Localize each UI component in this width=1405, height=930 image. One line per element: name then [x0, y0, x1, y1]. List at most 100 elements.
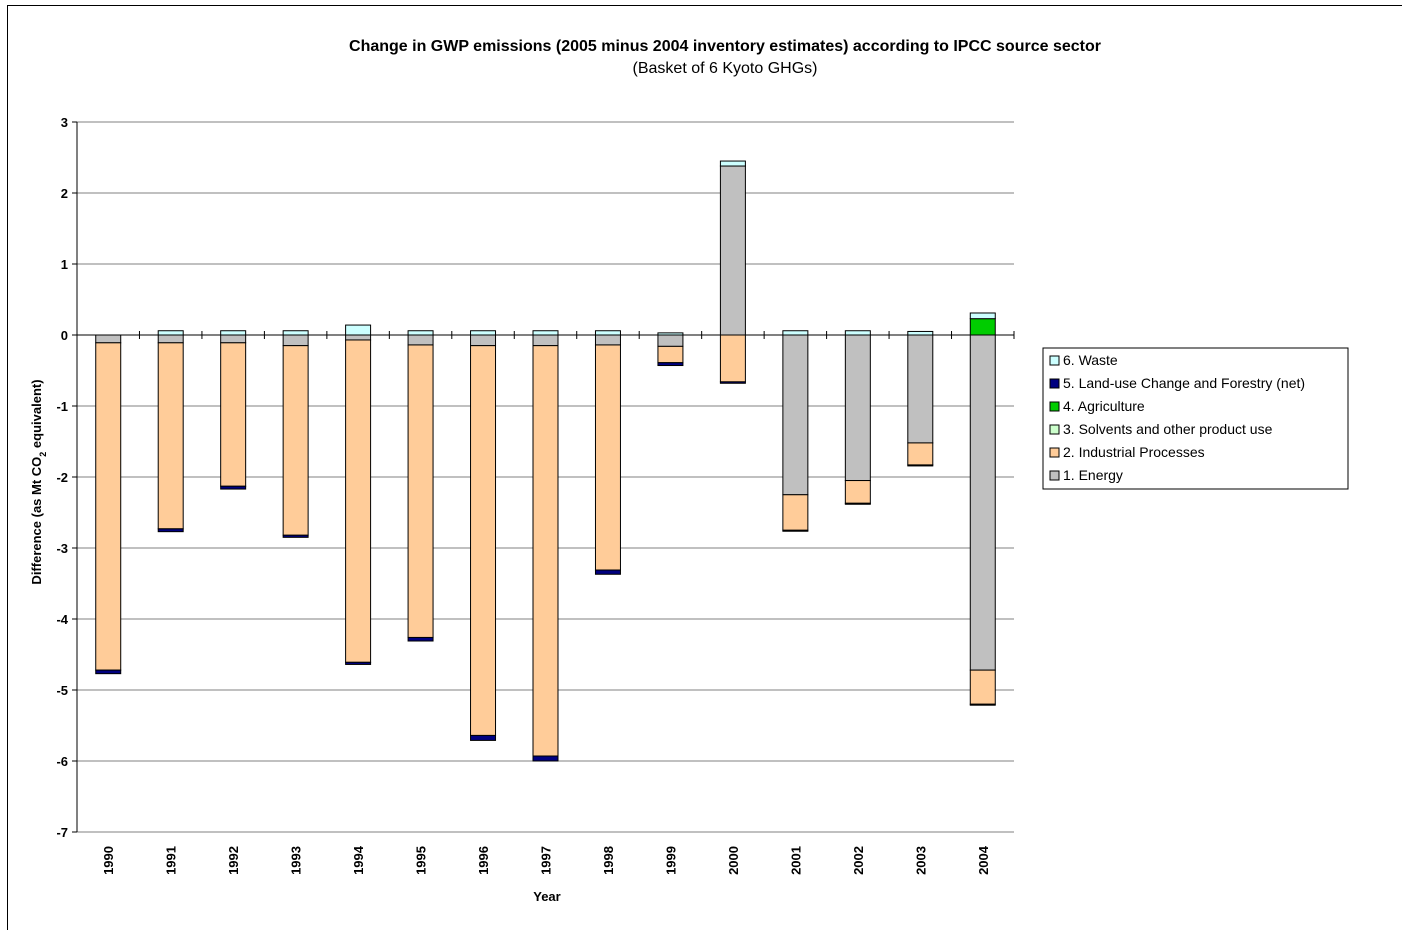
bar-segment	[594, 334, 621, 346]
bar-segment	[719, 381, 746, 384]
bar-segment	[907, 442, 934, 466]
bar-segment	[95, 342, 122, 671]
legend-swatch	[1049, 447, 1060, 458]
legend-swatch	[1049, 378, 1060, 389]
bar-segment	[470, 334, 497, 347]
y-tick-label: -6	[56, 754, 68, 769]
bar-segment	[282, 345, 309, 536]
legend-label: 4. Agriculture	[1063, 398, 1145, 414]
chart-frame: Change in GWP emissions (2005 minus 2004…	[7, 5, 1402, 930]
y-tick-label: 0	[61, 328, 68, 343]
y-tick-label: -5	[56, 683, 68, 698]
x-tick-label: 1992	[226, 846, 241, 875]
x-tick-label: 2000	[726, 846, 741, 875]
bar-segment	[345, 661, 372, 665]
bar-segment	[969, 703, 996, 706]
bar-segment	[282, 330, 309, 336]
bar-segment	[282, 534, 309, 538]
x-tick-label: 1995	[414, 846, 429, 875]
bar-segment	[594, 344, 621, 571]
y-axis-title-subscript: 2	[38, 452, 48, 457]
bar-segment	[407, 344, 434, 638]
y-tick-label: 1	[61, 257, 68, 272]
bar-segment	[407, 330, 434, 336]
y-tick-label: -1	[56, 399, 68, 414]
bar-segment	[470, 345, 497, 736]
x-tick-label: 1999	[663, 846, 678, 875]
bar-segment	[594, 330, 621, 336]
y-tick-label: -3	[56, 541, 68, 556]
x-tick-label: 1998	[601, 846, 616, 875]
y-tick-label: -2	[56, 470, 68, 485]
bar-segment	[969, 669, 996, 705]
bar-segment	[969, 318, 996, 336]
bar-segment	[907, 334, 934, 444]
bar-segment	[719, 334, 746, 383]
bar-segment	[532, 334, 559, 347]
y-axis-title-suffix: equivalent)	[29, 379, 44, 451]
chart-subtitle: (Basket of 6 Kyoto GHGs)	[633, 60, 818, 77]
x-tick-label: 2001	[788, 846, 803, 875]
legend-label: 2. Industrial Processes	[1063, 444, 1205, 460]
bar-segment	[220, 342, 247, 487]
bar-segment	[157, 334, 184, 344]
bar-segment	[220, 334, 247, 344]
bar-segment	[782, 330, 809, 336]
bar-segment	[95, 669, 122, 675]
bar-segment	[407, 334, 434, 346]
bar-segment	[969, 334, 996, 671]
bar-segment	[220, 330, 247, 336]
bar-segment	[782, 529, 809, 532]
bar-segment	[282, 334, 309, 347]
x-axis-title: Year	[533, 889, 560, 904]
legend: 6. Waste 5. Land-use Change and Forestry …	[1042, 347, 1349, 490]
bar-segment	[470, 330, 497, 336]
x-tick-label: 1996	[476, 846, 491, 875]
x-tick-label: 2004	[976, 845, 991, 875]
legend-swatch	[1049, 355, 1060, 366]
legend-swatch	[1049, 470, 1060, 481]
x-tick-label: 2003	[913, 846, 928, 875]
bar-segment	[844, 502, 871, 505]
bar-segment	[157, 330, 184, 336]
bar-segment	[844, 480, 871, 504]
bar-segment	[657, 345, 684, 364]
legend-label: 1. Energy	[1063, 467, 1123, 483]
y-tick-label: -7	[56, 825, 68, 840]
bar-segment	[719, 165, 746, 336]
legend-box	[1042, 347, 1349, 490]
y-tick-label: -4	[56, 612, 68, 627]
bar-segment	[157, 528, 184, 533]
bar-segment	[407, 636, 434, 642]
legend-swatch	[1049, 401, 1060, 412]
bar-segment	[782, 494, 809, 531]
x-tick-label: 1990	[101, 846, 116, 875]
x-axis-ticks: 1990 1991 1992 1993 1994 1995 1996 1997 1998 1999…	[101, 845, 991, 875]
x-tick-label: 1993	[289, 846, 304, 875]
bar-segment	[844, 330, 871, 336]
y-tick-label: 2	[61, 186, 68, 201]
bar-segment	[594, 569, 621, 575]
x-tick-label: 1994	[351, 845, 366, 875]
bar-segment	[782, 334, 809, 496]
y-tick-label: 3	[61, 115, 68, 130]
bar-segment	[157, 342, 184, 530]
legend-swatch	[1049, 424, 1060, 435]
x-tick-label: 1991	[164, 846, 179, 875]
x-tick-label: 1997	[539, 846, 554, 875]
bar-segment	[657, 334, 684, 347]
bar-segment	[345, 339, 372, 663]
legend-label: 6. Waste	[1063, 352, 1118, 368]
bar-segment	[969, 312, 996, 320]
chart-title: Change in GWP emissions (2005 minus 2004…	[349, 38, 1101, 55]
bar-segment	[907, 464, 934, 467]
axes	[76, 122, 1015, 832]
bar-segment	[532, 330, 559, 336]
bar-segment	[532, 755, 559, 762]
x-tick-label: 2002	[851, 846, 866, 875]
bar-segment	[345, 334, 372, 341]
bar-segment	[907, 330, 934, 336]
bar-segment	[95, 334, 122, 344]
y-axis-title: Difference (as Mt CO2 equivalent)	[29, 379, 48, 584]
y-axis-title-prefix: Difference (as Mt CO	[29, 457, 44, 585]
